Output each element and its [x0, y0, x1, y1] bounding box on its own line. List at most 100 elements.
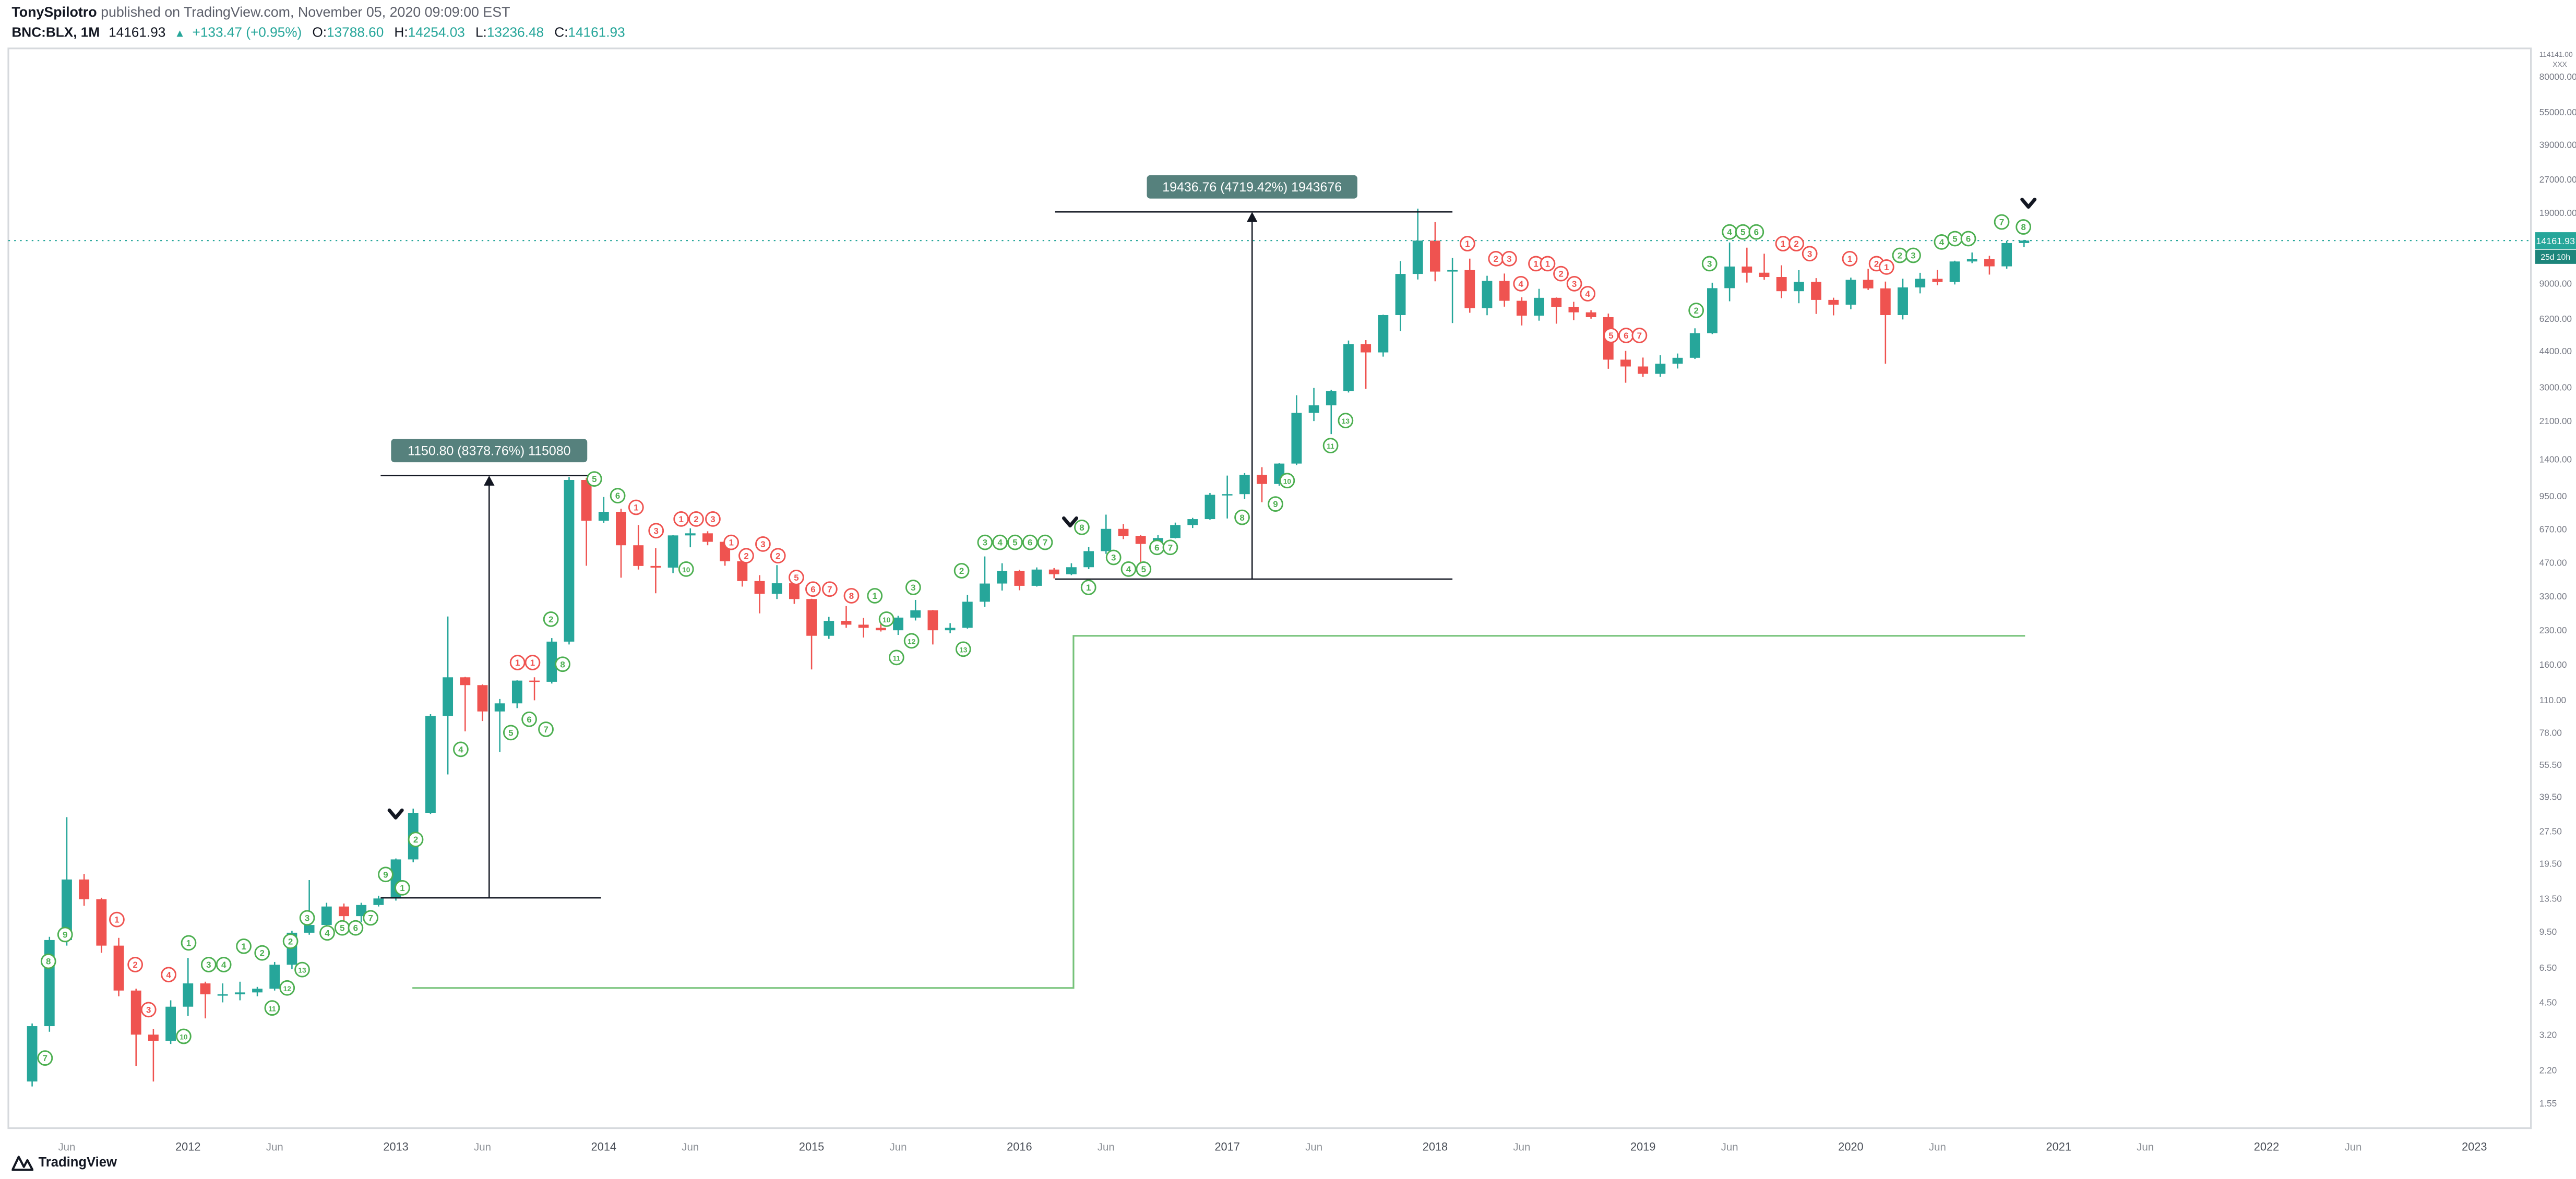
candle[interactable] — [494, 699, 505, 752]
wave-count-circle[interactable]: 2 — [282, 933, 299, 949]
wave-count-circle[interactable]: 11 — [1322, 438, 1339, 454]
candle[interactable] — [875, 623, 886, 632]
candle[interactable] — [1672, 353, 1683, 369]
wave-count-circle[interactable]: 5 — [1136, 561, 1152, 577]
candle[interactable] — [1689, 328, 1700, 359]
wave-count-circle[interactable]: 13 — [294, 961, 310, 978]
wave-count-circle[interactable]: 11 — [264, 1000, 280, 1016]
price-axis-label[interactable]: 78.00 — [2539, 727, 2562, 738]
wave-count-circle[interactable]: 7 — [1162, 539, 1178, 556]
candle[interactable] — [1898, 279, 1908, 320]
price-axis-label[interactable]: 330.00 — [2539, 591, 2567, 601]
wave-count-circle[interactable]: 8 — [1234, 509, 1250, 525]
price-axis-label[interactable]: 470.00 — [2539, 558, 2567, 568]
candle[interactable] — [650, 548, 661, 594]
candle[interactable] — [1222, 475, 1233, 519]
wave-count-circle[interactable]: 2 — [953, 563, 970, 579]
candle[interactable] — [2019, 239, 2030, 247]
candle[interactable] — [79, 874, 90, 906]
candle[interactable] — [1516, 297, 1527, 326]
candle[interactable] — [321, 903, 332, 929]
candle[interactable] — [529, 677, 540, 701]
measurement-label-box[interactable] — [391, 439, 588, 463]
candle[interactable] — [910, 599, 921, 621]
wave-count-circle[interactable]: 6 — [610, 488, 626, 503]
candle[interactable] — [2001, 240, 2012, 269]
price-axis-label[interactable]: 19000.00 — [2539, 208, 2576, 218]
candle[interactable] — [754, 575, 765, 613]
candle[interactable] — [1655, 355, 1666, 377]
symbol-interval[interactable]: BNC:BLX, 1M — [11, 25, 100, 40]
candle[interactable] — [980, 556, 990, 607]
candle[interactable] — [1638, 357, 1649, 377]
candle[interactable] — [252, 986, 263, 996]
author-name[interactable]: TonySpilotro — [11, 3, 97, 20]
wave-count-circle[interactable]: 3 — [705, 511, 721, 527]
candle[interactable] — [1170, 522, 1180, 539]
price-axis-label[interactable]: 2.20 — [2539, 1065, 2557, 1075]
wave-count-circle[interactable]: 2 — [543, 611, 559, 627]
price-axis-label[interactable]: 2100.00 — [2539, 416, 2572, 426]
wave-count-circle[interactable]: 6 — [1960, 231, 1976, 247]
wave-count-circle[interactable]: 6 — [1748, 224, 1764, 240]
candle[interactable] — [633, 525, 644, 570]
wave-count-circle[interactable]: 4 — [161, 967, 176, 983]
down-arrow-marker[interactable] — [2020, 197, 2037, 209]
wave-count-circle[interactable]: 4 — [992, 534, 1008, 550]
candle[interactable] — [96, 897, 107, 953]
candle[interactable] — [1412, 208, 1423, 280]
wave-count-circle[interactable]: 2 — [254, 945, 270, 961]
price-axis-label[interactable]: 110.00 — [2539, 695, 2567, 705]
candle[interactable] — [581, 477, 592, 566]
time-axis-label[interactable]: 2015 — [799, 1140, 824, 1153]
candle[interactable] — [893, 616, 903, 635]
wave-count-circle[interactable]: 8 — [1074, 519, 1090, 535]
candle[interactable] — [685, 528, 696, 548]
wave-count-circle[interactable]: 3 — [1905, 247, 1921, 263]
price-axis-label[interactable]: 230.00 — [2539, 625, 2567, 635]
wave-count-circle[interactable]: 4 — [216, 957, 232, 972]
candle[interactable] — [1239, 473, 1250, 499]
wave-count-circle[interactable]: 13 — [1338, 413, 1354, 429]
wave-count-circle[interactable]: 7 — [538, 721, 554, 737]
candle[interactable] — [789, 582, 800, 604]
wave-count-circle[interactable]: 12 — [903, 633, 920, 649]
time-axis-label[interactable]: Jun — [682, 1141, 699, 1153]
down-arrow-marker[interactable] — [387, 808, 404, 820]
wave-count-circle[interactable]: 5 — [334, 920, 350, 936]
time-axis[interactable]: Jun 2012 Jun 2013 Jun 2014 Jun 2015 Jun 2016 Jun 20… — [58, 1140, 2487, 1153]
candle[interactable] — [1568, 302, 1579, 320]
candle[interactable] — [1776, 265, 1787, 298]
wave-count-circle[interactable]: 8 — [843, 588, 860, 604]
wave-count-circle[interactable]: 8 — [40, 953, 56, 969]
candle[interactable] — [1291, 395, 1302, 465]
candle[interactable] — [1378, 315, 1389, 357]
candle[interactable] — [1551, 297, 1562, 324]
time-axis-label[interactable]: 2023 — [2462, 1140, 2487, 1153]
price-axis-label[interactable]: 39000.00 — [2539, 139, 2576, 150]
candle[interactable] — [1326, 390, 1337, 435]
wave-count-circle[interactable]: 1 — [1775, 236, 1791, 251]
wave-count-circle[interactable]: 6 — [348, 920, 364, 936]
wave-count-circle[interactable]: 3 — [140, 1002, 157, 1018]
wave-count-circle[interactable]: 7 — [1037, 534, 1053, 550]
candle[interactable] — [1257, 467, 1267, 502]
candle[interactable] — [477, 684, 488, 721]
wave-count-circle[interactable]: 4 — [1513, 275, 1529, 292]
time-axis-label[interactable]: Jun — [1721, 1141, 1738, 1153]
candle[interactable] — [130, 989, 141, 1066]
wave-count-circle[interactable]: 1 — [723, 534, 740, 550]
wave-count-circle[interactable]: 1 — [509, 655, 526, 670]
candle[interactable] — [1811, 278, 1821, 314]
candle[interactable] — [1793, 270, 1804, 304]
wave-count-circle[interactable]: 1 — [109, 911, 125, 928]
wave-count-circle[interactable]: 5 — [1735, 224, 1751, 240]
candle[interactable] — [269, 961, 280, 991]
wave-count-circle[interactable]: 2 — [738, 548, 754, 564]
wave-count-circle[interactable]: 13 — [955, 641, 971, 657]
candle[interactable] — [1482, 275, 1493, 316]
wave-count-circle[interactable]: 2 — [408, 832, 424, 847]
wave-count-circle[interactable]: 9 — [1268, 496, 1283, 512]
wave-count-circle[interactable]: 1 — [1460, 236, 1475, 251]
candle[interactable] — [824, 617, 834, 639]
